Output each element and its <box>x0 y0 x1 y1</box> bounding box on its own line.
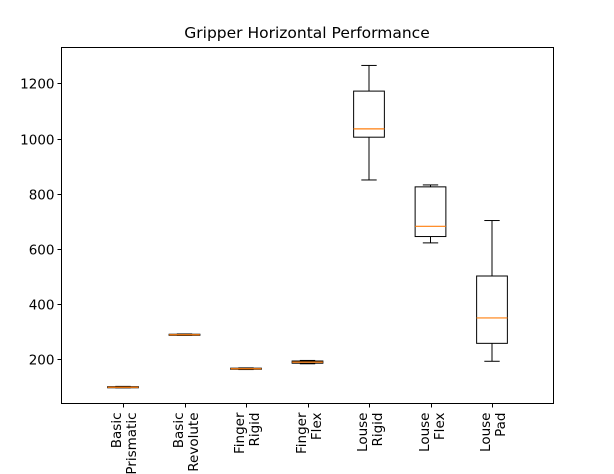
plot-frame <box>61 47 554 404</box>
y-tick-label: 400 <box>29 298 55 314</box>
y-tick-label: 600 <box>29 243 55 259</box>
x-tick-label: FingerFlex <box>294 412 325 454</box>
x-tick-label: BasicPrismatic <box>109 413 140 474</box>
box-item <box>168 333 201 336</box>
chart-title: Gripper Horizontal Performance <box>184 24 430 42</box>
box-body <box>353 90 385 138</box>
x-axis: BasicPrismatic BasicRevolute FingerRigid Fi… <box>109 403 509 474</box>
x-tick-label: FingerRigid <box>232 412 263 454</box>
y-tick-label: 200 <box>29 353 55 369</box>
x-tick-label: LouseFlex <box>417 412 448 451</box>
box-item <box>230 367 262 371</box>
box-body <box>414 186 447 238</box>
y-tick-label: 1000 <box>20 133 54 149</box>
box-item <box>353 64 385 181</box>
box-series <box>107 64 508 389</box>
box-item <box>414 184 447 244</box>
box-item <box>476 220 508 362</box>
box-item <box>107 385 139 389</box>
x-tick-label: LouseRigid <box>355 413 386 452</box>
x-tick-label: LousePad <box>478 413 509 452</box>
y-tick-label: 800 <box>29 188 55 204</box>
y-axis: 200 400 600 800 1000 1200 <box>20 77 62 369</box>
x-tick-label: BasicRevolute <box>171 413 202 472</box>
box-body <box>476 275 508 344</box>
y-tick-label: 1200 <box>20 77 54 93</box>
box-item <box>291 359 324 365</box>
